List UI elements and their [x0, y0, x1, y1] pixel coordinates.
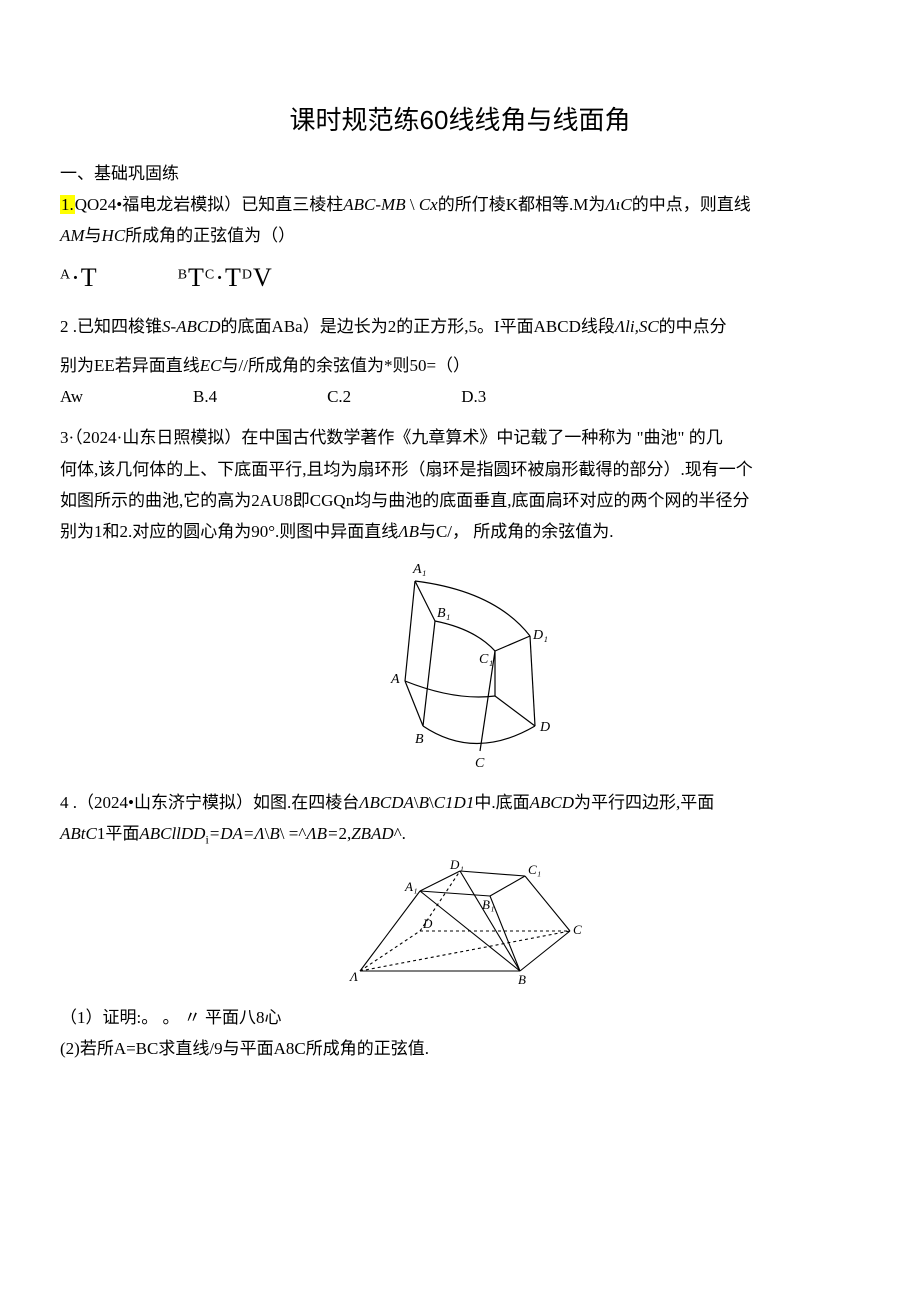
q4-m2: B: [419, 793, 429, 812]
fc: C: [205, 268, 215, 283]
q4-l2a: ABtC: [60, 824, 97, 843]
page-title: 课时规范练60线线角与线面角: [60, 100, 860, 142]
q2-t3: 的中点分: [659, 317, 727, 336]
q3-l4b: 与C/， 所成角的余弦值为.: [419, 522, 614, 541]
q3-l4a: 别为1和2.对应的圆心角为90°.则图中异面直线: [60, 522, 398, 541]
fig2-A1: A₁: [404, 879, 417, 894]
q4-l2i: ΛB=: [306, 824, 338, 843]
q4-l2h: \ =^: [280, 824, 307, 843]
q1-l2a: AM: [60, 226, 85, 245]
q1-t3: 的所仃棱K都相等.M为: [438, 195, 606, 214]
q2-opt-d: D.3: [461, 383, 486, 410]
q4-l2k: Z: [351, 824, 360, 843]
fig2-B: B: [518, 972, 526, 986]
q4-l2j: 2,: [338, 824, 351, 843]
fig2-D: D: [422, 916, 433, 931]
q4-l2e: =DA=Λ: [209, 824, 265, 843]
fig1-C1: C₁: [479, 652, 493, 667]
q1-l2b: 与: [85, 226, 102, 245]
question-2-line1: 2 .已知四梭锥S-ABCD的底面ABa）是边长为2的正方形,5。I平面ABCD…: [60, 313, 860, 340]
question-3-l3: 如图所示的曲池,它的高为2AU8即CGQn均与曲池的底面垂直,底面扃环对应的两个…: [60, 487, 860, 514]
q2-m2: Λli,SC: [615, 317, 659, 336]
fdot: ·: [71, 263, 81, 292]
q1-l2d: 所成角的正弦值为（）: [125, 226, 295, 245]
q2-options: Aw B.4 C.2 D.3: [60, 383, 860, 410]
q4-l1f: 为平行四边形,平面: [574, 793, 714, 812]
q4-l2l: BAD: [361, 824, 394, 843]
question-1: 1.QO24•福电龙岩模拟）已知直三棱柱ABC-MB \ Cx的所仃棱K都相等.…: [60, 191, 860, 218]
question-3-l1: 3·（2024·山东日照模拟）在中国古代数学著作《九章算术》中记载了一种称为 "…: [60, 424, 860, 451]
q2-opt-c: C.2: [327, 383, 351, 410]
q1-options: A·T BTC·TDV: [60, 257, 860, 299]
q4-l2m: ^.: [394, 824, 406, 843]
fig1-B1: B₁: [437, 606, 450, 621]
fa: A: [60, 268, 71, 283]
q2-num: 2: [60, 317, 69, 336]
fig1-D: D: [539, 720, 550, 735]
q4-l1e: 中.底面: [474, 793, 529, 812]
fv: V: [253, 263, 273, 292]
fig2-D1: D₁: [449, 857, 464, 872]
q2-m3: EC: [200, 356, 222, 375]
q2-l1b: .已知四梭锥: [69, 317, 163, 336]
q2-opt-b: B.4: [193, 383, 217, 410]
q4-sub1: （1）证明:。 。 〃 平面八8心: [60, 1004, 860, 1031]
q1-number: 1.: [60, 195, 75, 214]
question-1-line2: AM与HC所成角的正弦值为（）: [60, 222, 860, 249]
q4-sub2: (2)若所A=BC求直线/9与平面A8C所成角的正弦值.: [60, 1035, 860, 1062]
q1-t2: \: [406, 195, 419, 214]
q4-l2b: 1平面: [97, 824, 140, 843]
fig2-B1: B₁: [482, 897, 494, 912]
q4-m4: ABCD: [530, 793, 574, 812]
fig1-A1: A₁: [412, 562, 426, 577]
question-3-l4: 别为1和2.对应的圆心角为90°.则图中异面直线ΛB与C/， 所成角的余弦值为.: [60, 518, 860, 545]
q1-opt-a: A·T: [60, 257, 98, 299]
q2-t4: 与//所成角的余弦值为*则50=（）: [222, 356, 471, 375]
q4-l2c: ABCllDD: [139, 824, 205, 843]
q2-opt-a: Aw: [60, 383, 83, 410]
q4-m1: ΛBCDA: [359, 793, 414, 812]
fdot2: ·: [215, 263, 225, 292]
q1-l2c: HC: [102, 226, 126, 245]
q4-m3: C1D1: [434, 793, 475, 812]
q1-m1: ABC-MB: [343, 195, 405, 214]
ft1: T: [81, 263, 98, 292]
ft2: T: [188, 263, 205, 292]
fig1-B: B: [415, 732, 424, 747]
q1-t4: 的中点，则直线: [632, 195, 751, 214]
figure-2: A₁ B₁ C₁ D₁ Λ B C D: [60, 856, 860, 994]
q4-l1b: .（2024•山东济宁模拟）如图.在四棱台: [69, 793, 360, 812]
q2-t2: 的底面ABa）是边长为2的正方形,5。I平面ABCD线段: [221, 317, 615, 336]
question-4-l1: 4 .（2024•山东济宁模拟）如图.在四棱台ΛBCDA\B\C1D1中.底面A…: [60, 789, 860, 816]
question-2-line2: 别为EE若异面直线EC与//所成角的余弦值为*则50=（）: [60, 352, 860, 379]
fig1-A: A: [390, 672, 400, 687]
q2-l2: 别为EE若异面直线: [60, 356, 200, 375]
q1-opt-bcd: BTC·TDV: [178, 257, 273, 299]
q1-m3: ΛιC: [605, 195, 631, 214]
figure-1: A₁ B₁ D₁ C₁ A B C D: [60, 551, 860, 779]
fig1-C: C: [475, 756, 485, 771]
question-3-l2: 何体,该几何体的上、下底面平行,且均为扇环形（扇环是指圆环被扇形截得的部分）.现…: [60, 456, 860, 483]
q2-m1: S-ABCD: [162, 317, 221, 336]
ft3: T: [225, 263, 242, 292]
fig2-A: Λ: [348, 969, 358, 984]
q3-m1: ΛB: [398, 522, 419, 541]
q4-l1a: 4: [60, 793, 69, 812]
fb: B: [178, 268, 188, 283]
fig1-D1: D₁: [532, 628, 548, 643]
section-heading: 一、基础巩固练: [60, 160, 860, 187]
q4-l2g: B: [269, 824, 279, 843]
q1-m2: Cx: [419, 195, 438, 214]
fd: D: [242, 268, 253, 283]
question-4-l2: ABtC1平面ABCllDDi=DA=Λ\B\ =^ΛB=2,ZBAD^.: [60, 820, 860, 849]
q1-t1: QO24•福电龙岩模拟）已知直三棱柱: [75, 195, 344, 214]
fig2-C1: C₁: [528, 862, 541, 877]
fig2-C: C: [573, 922, 582, 937]
